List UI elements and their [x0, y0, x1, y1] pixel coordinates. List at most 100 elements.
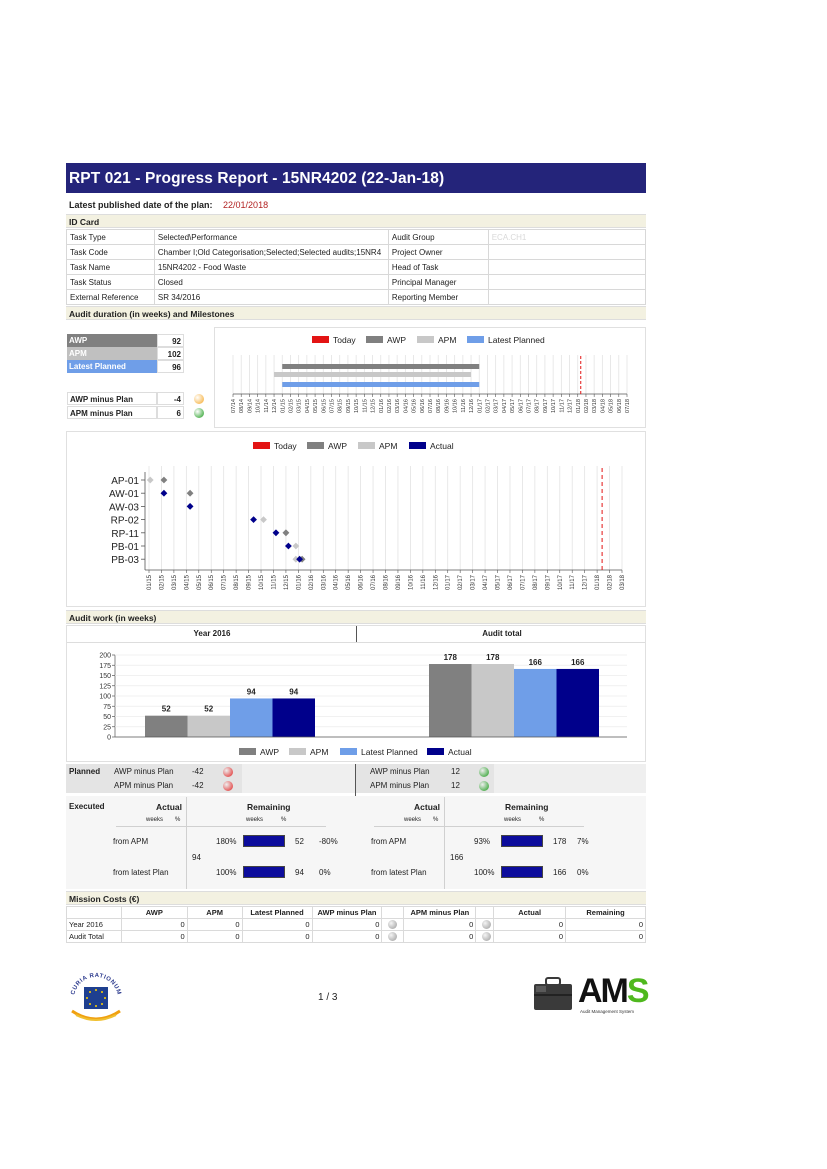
costs-header-cell: Latest Planned [241, 906, 313, 919]
legend-label: AWP [260, 747, 279, 757]
status-dot-icon [194, 408, 204, 418]
milestone-point-apm [292, 542, 300, 550]
timeline-tick-label: 07/18 [625, 399, 631, 413]
id-card-value: Selected\Performance [153, 229, 389, 245]
timeline-tick-label: 06/17 [518, 399, 524, 413]
from-apm-remaining-weeks: 178 [553, 837, 567, 846]
timeline-tick-label: 01/15 [280, 399, 286, 413]
id-card-value: SR 34/2016 [153, 289, 389, 305]
from-apm-remaining-pct: -80% [319, 837, 338, 846]
timeline-tick-label: 08/17 [535, 399, 541, 413]
costs-cell-awp: 0 [120, 930, 188, 943]
id-card-table: Task Type Selected\Performance Audit Group… [66, 229, 647, 305]
timeline-tick-label: 09/16 [444, 399, 450, 413]
from-latest-remaining-pct: 0% [577, 868, 589, 877]
milestone-tick-label: 12/16 [433, 574, 439, 590]
report-title: RPT 021 - Progress Report - 15NR4202 (22… [66, 163, 646, 193]
legend-swatch [366, 336, 383, 343]
milestone-tick-label: 06/16 [359, 574, 365, 590]
legend-item: AWP [366, 335, 406, 345]
timeline-tick-label: 07/14 [231, 399, 237, 413]
milestone-tick-label: 08/17 [533, 574, 539, 590]
costs-cell-label: Audit Total [66, 930, 122, 943]
legend-label: Latest Planned [488, 335, 545, 345]
timeline-tick-label: 09/14 [247, 399, 253, 413]
id-card-row: Task Name 15NR4202 - Food Waste Head of Ta… [66, 259, 647, 275]
milestone-category-label: RP-02 [111, 516, 140, 527]
id-card-section-title: ID Card [66, 214, 646, 228]
legend-item: Today [312, 335, 356, 345]
milestone-tick-label: 04/17 [483, 574, 489, 590]
grey-status-dot-icon [381, 918, 405, 931]
legend-item: Actual [409, 441, 454, 451]
legend-swatch [409, 442, 426, 449]
planned-right-label: APM minus Plan [370, 781, 430, 790]
from-latest-label: from latest Plan [371, 868, 427, 877]
legend-item: AWP [307, 441, 347, 451]
milestone-point-actual [186, 503, 194, 510]
milestone-category-label: PB-03 [111, 555, 139, 566]
weeks-subheader: weeks [246, 817, 264, 823]
timeline-tick-label: 04/18 [600, 399, 606, 413]
milestone-tick-label: 09/17 [545, 574, 551, 590]
legend-label: APM [379, 441, 397, 451]
legend-swatch [417, 336, 434, 343]
grey-dot-icon [388, 932, 398, 941]
from-latest-actual-bar [501, 866, 543, 878]
work-y-tick-label: 150 [99, 673, 111, 680]
costs-cell-remaining: 0 [565, 918, 646, 931]
milestone-tick-label: 10/16 [408, 574, 414, 590]
costs-cell-latest: 0 [241, 918, 313, 931]
costs-cell-awp: 0 [120, 918, 188, 931]
status-dot-icon [479, 781, 489, 791]
duration-section-title: Audit duration (in weeks) and Milestones [66, 306, 646, 320]
status-dot-icon [479, 767, 489, 777]
work-y-tick-label: 200 [99, 653, 111, 660]
timeline-tick-label: 01/18 [576, 399, 582, 413]
weeks-subheader: weeks [504, 817, 522, 823]
costs-header-cell: AWP minus Plan [311, 906, 383, 919]
milestone-tick-label: 02/17 [458, 574, 464, 590]
milestone-tick-label: 08/15 [234, 574, 240, 590]
year-2016-bar-latest-planned [230, 698, 273, 737]
mission-costs-table: AWP APM Latest Planned AWP minus Plan APM mi… [66, 906, 646, 943]
timeline-tick-label: 03/16 [395, 399, 401, 413]
duration-summary-value: 102 [157, 347, 184, 360]
audit-total-bar-latest-planned [514, 668, 557, 737]
from-latest-label: from latest Plan [113, 868, 169, 877]
id-card-label2: Reporting Member [387, 289, 489, 305]
timeline-tick-label: 12/15 [371, 399, 377, 413]
from-apm-actual-bar [243, 835, 285, 847]
from-latest-remaining-weeks: 94 [295, 868, 304, 877]
costs-header-cell: Remaining [565, 906, 646, 919]
legend-swatch [307, 442, 324, 449]
costs-header-cell [66, 906, 122, 919]
legend-item: APM [289, 747, 328, 757]
legend-item: Actual [427, 747, 472, 757]
legend-label: Latest Planned [361, 747, 418, 757]
timeline-tick-label: 07/15 [330, 399, 336, 413]
milestone-tick-label: 03/15 [172, 574, 178, 590]
timeline-tick-label: 05/15 [313, 399, 319, 413]
legend-swatch [289, 748, 306, 755]
weeks-subheader: weeks [404, 817, 422, 823]
timeline-tick-label: 10/17 [551, 399, 557, 413]
from-latest-remaining-pct: 0% [319, 868, 331, 877]
legend-item: APM [417, 335, 456, 345]
milestone-tick-label: 02/15 [159, 574, 165, 590]
id-card-value2 [487, 244, 647, 260]
timeline-bar-awp [282, 364, 480, 369]
milestone-chart-panel: Today AWP APM Actual 01/15 02/15 03/15 04/15 05/… [66, 431, 646, 607]
status-dot-icon [223, 781, 233, 791]
year-2016-bar-actual [272, 698, 315, 737]
year-2016-bar-apm [187, 715, 230, 737]
pct-subheader: % [539, 817, 545, 823]
milestone-tick-label: 07/15 [222, 574, 228, 590]
timeline-tick-label: 09/17 [543, 399, 549, 413]
timeline-tick-label: 11/14 [264, 399, 270, 413]
costs-section-title: Mission Costs (€) [66, 891, 646, 905]
pct-subheader: % [175, 817, 181, 823]
id-card-label: Task Status [66, 274, 155, 290]
milestone-tick-label: 08/16 [384, 574, 390, 590]
status-dot-icon [223, 767, 233, 777]
